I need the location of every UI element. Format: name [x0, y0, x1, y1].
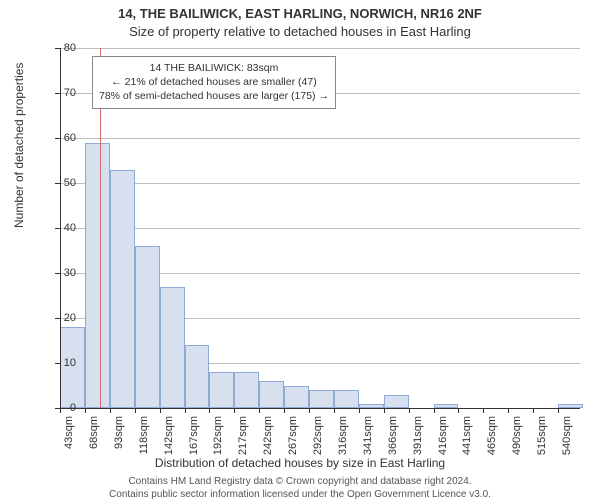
x-tick-label: 490sqm: [511, 416, 523, 461]
y-tick-label: 50: [46, 177, 76, 189]
x-tick-mark: [185, 408, 186, 413]
histogram-bar: [110, 170, 135, 409]
attribution-line2: Contains public sector information licen…: [0, 488, 600, 501]
annotation-line3: 78% of semi-detached houses are larger (…: [99, 89, 329, 103]
x-tick-label: 242sqm: [262, 416, 274, 461]
x-tick-label: 267sqm: [287, 416, 299, 461]
x-tick-label: 441sqm: [461, 416, 473, 461]
grid-line: [60, 48, 580, 49]
histogram-bar: [160, 287, 185, 409]
y-tick-label: 40: [46, 222, 76, 234]
y-tick-label: 0: [46, 402, 76, 414]
x-tick-label: 416sqm: [437, 416, 449, 461]
x-tick-label: 515sqm: [536, 416, 548, 461]
x-tick-mark: [508, 408, 509, 413]
x-tick-label: 391sqm: [412, 416, 424, 461]
x-tick-mark: [259, 408, 260, 413]
y-tick-label: 80: [46, 42, 76, 54]
x-tick-label: 43sqm: [63, 416, 75, 461]
x-tick-mark: [309, 408, 310, 413]
histogram-bar: [85, 143, 110, 409]
x-tick-label: 465sqm: [486, 416, 498, 461]
y-tick-mark: [55, 228, 60, 229]
chart-container: 14, THE BAILIWICK, EAST HARLING, NORWICH…: [0, 0, 600, 500]
histogram-bar: [209, 372, 234, 408]
histogram-bar: [259, 381, 284, 408]
x-tick-mark: [85, 408, 86, 413]
y-axis-title: Number of detached properties: [12, 63, 26, 228]
x-tick-mark: [110, 408, 111, 413]
chart-title-address: 14, THE BAILIWICK, EAST HARLING, NORWICH…: [0, 6, 600, 21]
x-tick-mark: [209, 408, 210, 413]
y-tick-label: 60: [46, 132, 76, 144]
x-tick-mark: [533, 408, 534, 413]
x-tick-label: 167sqm: [188, 416, 200, 461]
grid-line: [60, 138, 580, 139]
y-tick-label: 10: [46, 357, 76, 369]
x-tick-mark: [160, 408, 161, 413]
histogram-bar: [185, 345, 210, 408]
x-tick-label: 192sqm: [212, 416, 224, 461]
x-axis-line: [60, 408, 580, 409]
x-tick-mark: [434, 408, 435, 413]
histogram-bar: [234, 372, 259, 408]
x-tick-mark: [359, 408, 360, 413]
x-tick-mark: [558, 408, 559, 413]
x-tick-mark: [409, 408, 410, 413]
attribution: Contains HM Land Registry data © Crown c…: [0, 475, 600, 496]
x-tick-label: 366sqm: [387, 416, 399, 461]
y-tick-mark: [55, 273, 60, 274]
y-tick-mark: [55, 183, 60, 184]
x-tick-label: 217sqm: [237, 416, 249, 461]
y-tick-label: 20: [46, 312, 76, 324]
annotation-line1: 14 THE BAILIWICK: 83sqm: [99, 61, 329, 75]
y-tick-mark: [55, 93, 60, 94]
x-tick-label: 292sqm: [312, 416, 324, 461]
y-tick-mark: [55, 318, 60, 319]
y-tick-mark: [55, 48, 60, 49]
chart-title-desc: Size of property relative to detached ho…: [0, 24, 600, 39]
histogram-bar: [334, 390, 359, 408]
annotation-box: 14 THE BAILIWICK: 83sqm ← 21% of detache…: [92, 56, 336, 109]
x-tick-mark: [284, 408, 285, 413]
x-tick-mark: [234, 408, 235, 413]
x-tick-label: 142sqm: [163, 416, 175, 461]
histogram-bar: [384, 395, 409, 409]
grid-line: [60, 183, 580, 184]
y-tick-label: 30: [46, 267, 76, 279]
grid-line: [60, 228, 580, 229]
attribution-line1: Contains HM Land Registry data © Crown c…: [0, 475, 600, 488]
x-tick-mark: [384, 408, 385, 413]
y-tick-mark: [55, 138, 60, 139]
histogram-bar: [284, 386, 309, 409]
histogram-bar: [309, 390, 334, 408]
x-tick-label: 93sqm: [113, 416, 125, 461]
x-tick-label: 118sqm: [138, 416, 150, 461]
x-tick-mark: [483, 408, 484, 413]
x-tick-mark: [135, 408, 136, 413]
x-tick-label: 341sqm: [362, 416, 374, 461]
annotation-line2: ← 21% of detached houses are smaller (47…: [99, 75, 329, 89]
x-tick-label: 68sqm: [88, 416, 100, 461]
histogram-bar: [135, 246, 160, 408]
y-tick-label: 70: [46, 87, 76, 99]
x-tick-label: 540sqm: [561, 416, 573, 461]
x-tick-mark: [60, 408, 61, 413]
x-tick-label: 316sqm: [337, 416, 349, 461]
x-tick-mark: [334, 408, 335, 413]
x-tick-mark: [458, 408, 459, 413]
y-tick-mark: [55, 363, 60, 364]
